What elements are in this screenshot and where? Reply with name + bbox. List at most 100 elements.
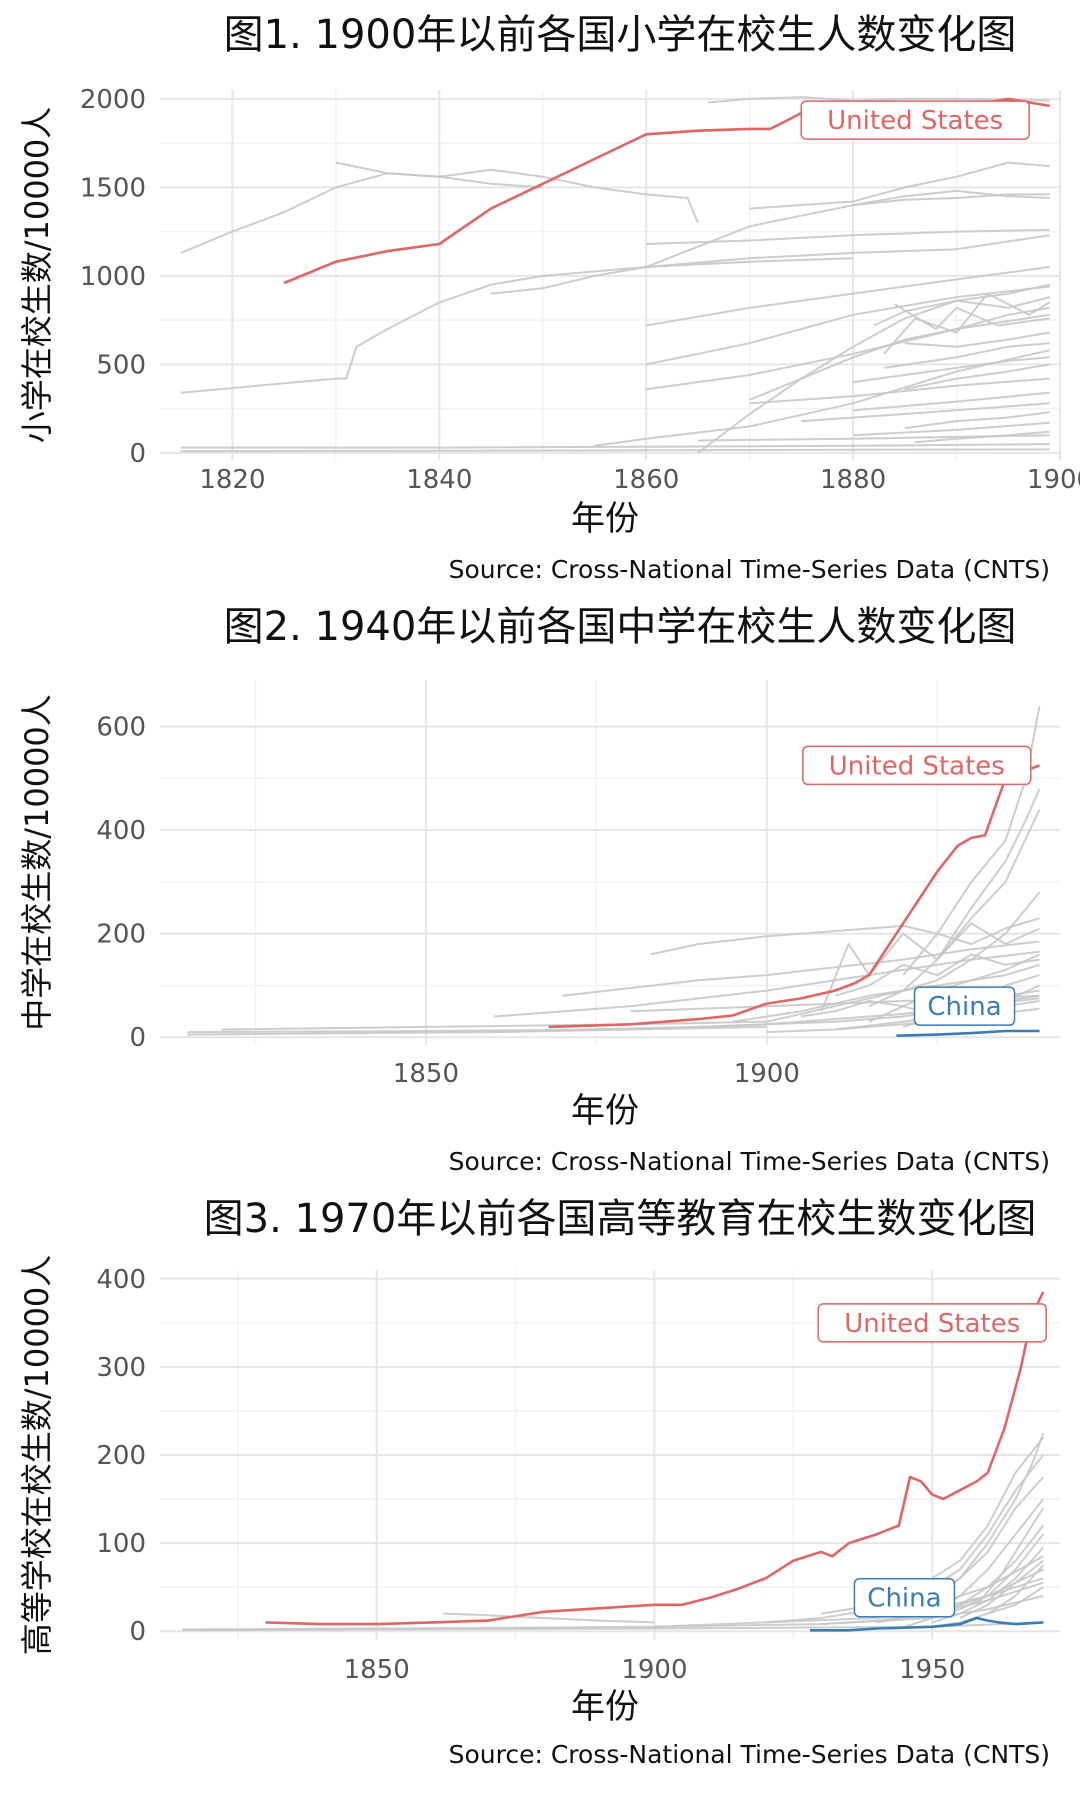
series-line (182, 1621, 1044, 1632)
series-line (646, 228, 1050, 245)
chart-title: 图2. 1940年以前各国中学在校生人数变化图 (224, 604, 1017, 650)
source-caption: Source: Cross-National Time-Series Data … (449, 1740, 1050, 1769)
series-line (180, 172, 543, 254)
series-line (490, 234, 1050, 295)
y-tick-label: 600 (96, 713, 146, 743)
x-tick-label: 1950 (899, 1655, 965, 1685)
y-tick-label: 1500 (80, 173, 146, 203)
x-tick-label: 1880 (820, 465, 886, 495)
series-label-text: China (867, 1584, 941, 1614)
y-tick-label: 200 (96, 1441, 146, 1471)
y-tick-label: 400 (96, 816, 146, 846)
chart-panel-1: 图1. 1900年以前各国小学在校生人数变化图 0 500 1000 1500 2000 1… (18, 12, 1080, 584)
series-label-box (913, 986, 1016, 1026)
series-line (646, 266, 1050, 327)
series-line (883, 342, 1050, 369)
series-label-united-states: United States (802, 745, 1032, 786)
series-line-china (810, 1616, 1044, 1632)
series-line (904, 411, 1050, 430)
series-line (959, 1559, 1044, 1619)
series-line (868, 808, 1041, 1008)
series-line (834, 953, 1040, 997)
series-line (645, 189, 1050, 268)
series-line (646, 313, 1050, 391)
chart-panel-2: 图2. 1940年以前各国中学在校生人数变化图 0 200 400 600 1850 190… (18, 604, 1060, 1176)
series-line (936, 788, 1041, 961)
y-tick-label: 1000 (80, 262, 146, 292)
x-tick-label: 1820 (199, 465, 265, 495)
series-line (645, 285, 1050, 366)
x-axis-label: 年份 (571, 1091, 639, 1131)
series-line (749, 161, 1050, 210)
series-line (187, 1025, 767, 1036)
x-axis-label: 年份 (571, 499, 639, 539)
series-line (180, 257, 854, 394)
series-label-text: United States (827, 106, 1003, 136)
series-label-china: China (913, 986, 1016, 1026)
source-caption: Source: Cross-National Time-Series Data … (449, 555, 1050, 584)
series-label-box (817, 1303, 1047, 1343)
series-line (975, 1507, 1045, 1606)
source-caption: Source: Cross-National Time-Series Data … (449, 1147, 1050, 1176)
y-axis-label: 中学在校生数/10000人 (18, 694, 56, 1031)
series-line-china (896, 1029, 1040, 1037)
series-line (883, 292, 1051, 355)
series-line (594, 349, 1050, 447)
y-axis-label: 小学在校生数/10000人 (18, 107, 56, 444)
y-tick-label: 100 (96, 1529, 146, 1559)
series-label-text: United States (844, 1309, 1020, 1339)
series-line (904, 1533, 1045, 1628)
series-line (873, 296, 1050, 327)
series-line (931, 1432, 1045, 1597)
series-line (893, 303, 1050, 330)
series-line (562, 940, 1040, 997)
x-tick-label: 1900 (734, 1059, 800, 1089)
series-label-box (800, 100, 1030, 140)
series-label-text: United States (829, 751, 1005, 781)
series-line-united-states (265, 1291, 1045, 1626)
series-line (904, 363, 1050, 391)
chart-title: 图1. 1900年以前各国小学在校生人数变化图 (224, 12, 1017, 58)
series-line (732, 963, 1040, 1023)
series-line (749, 377, 1050, 405)
y-tick-label: 300 (96, 1353, 146, 1383)
series-line (853, 391, 1050, 412)
series-line (650, 917, 1040, 956)
series-line (749, 306, 1050, 401)
x-tick-label: 1840 (406, 465, 472, 495)
series-line (852, 193, 1050, 207)
series-line (904, 331, 1050, 348)
series-line (820, 922, 1040, 1012)
x-tick-label: 1860 (613, 465, 679, 495)
series-line (697, 434, 1050, 442)
series-label-china: China (853, 1577, 956, 1618)
chart-title: 图3. 1970年以前各国高等教育在校生数变化图 (204, 1196, 1037, 1242)
series-line (180, 443, 1050, 449)
x-tick-label: 1850 (344, 1655, 410, 1685)
series-line (987, 1564, 1045, 1615)
series-line (853, 421, 1050, 437)
y-tick-label: 0 (129, 1617, 146, 1647)
x-tick-label: 1850 (393, 1059, 459, 1089)
y-tick-label: 0 (129, 439, 146, 469)
y-tick-label: 400 (96, 1265, 146, 1295)
y-tick-label: 0 (129, 1023, 146, 1053)
series-label-united-states: United States (800, 100, 1030, 140)
x-tick-label: 1900 (1027, 465, 1080, 495)
x-tick-label: 1900 (621, 1655, 687, 1685)
y-tick-label: 500 (96, 350, 146, 380)
series-line (335, 161, 699, 224)
series-line (852, 356, 1050, 384)
series-line (221, 1020, 767, 1031)
series-line (443, 1612, 655, 1624)
chart-panel-3: 图3. 1970年以前各国高等教育在校生数变化图 0 100 200 300 400 185… (18, 1196, 1060, 1769)
series-line (697, 283, 1050, 454)
series-line (766, 891, 1041, 1023)
y-tick-label: 200 (96, 920, 146, 950)
series-label-united-states: United States (817, 1303, 1047, 1343)
y-tick-label: 2000 (80, 85, 146, 115)
series-label-box (853, 1577, 956, 1618)
y-axis-label: 高等学校在校生数/10000人 (18, 1255, 56, 1656)
